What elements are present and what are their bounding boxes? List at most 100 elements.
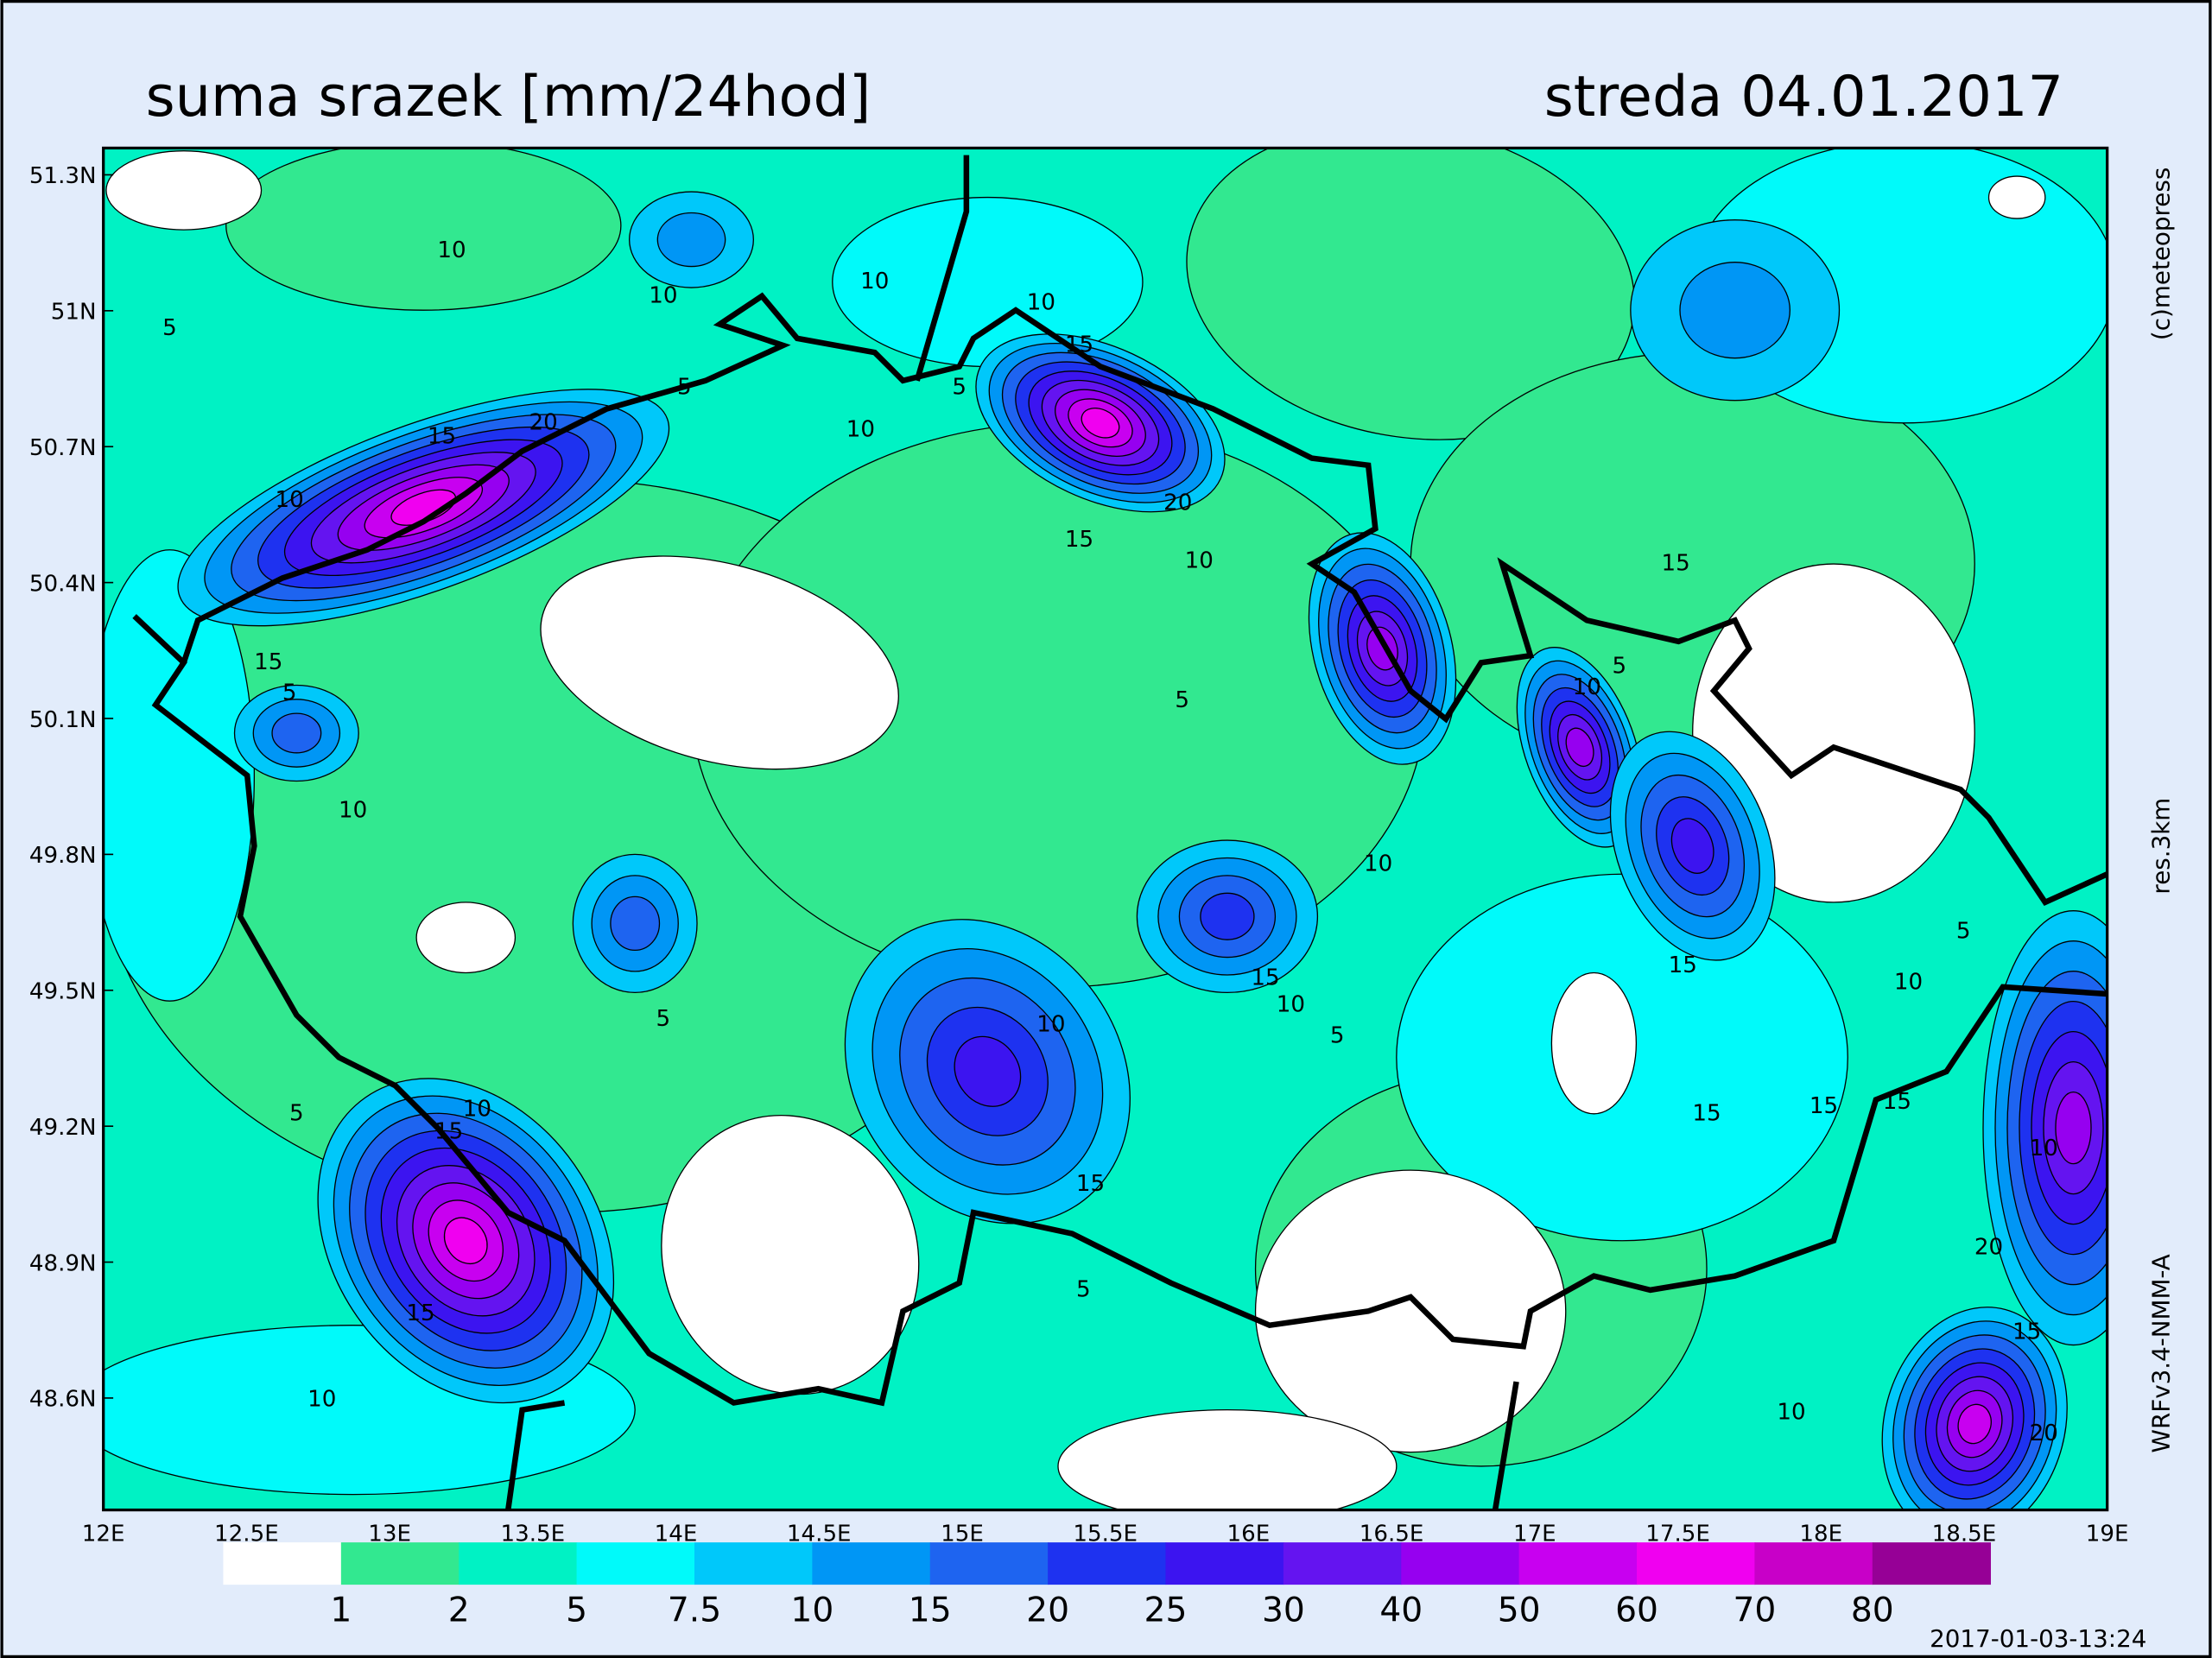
colorbar-label: 30 <box>1262 1592 1305 1630</box>
lat-label: 51.3N <box>29 163 97 189</box>
timestamp: 2017-01-03-13:24 <box>1930 1624 2146 1653</box>
contour-label: 5 <box>1612 654 1626 680</box>
lat-label: 49.2N <box>29 1115 97 1141</box>
colorbar-box <box>340 1542 460 1585</box>
dry-area <box>1057 1409 1398 1510</box>
precip-core <box>1957 1403 1992 1445</box>
dry-area <box>661 1114 920 1395</box>
lon-label: 12E <box>82 1521 125 1547</box>
contour-label: 15 <box>1065 527 1093 553</box>
colorbar-label: 10 <box>790 1592 833 1630</box>
precip-core <box>1200 892 1255 940</box>
contour-label: 10 <box>1277 992 1305 1018</box>
contour-label: 5 <box>952 374 967 400</box>
contour-label: 10 <box>1894 969 1923 995</box>
country-border <box>132 155 2107 1510</box>
precip-core <box>443 1217 488 1265</box>
colorbar-box <box>929 1542 1049 1585</box>
contour-label: 15 <box>434 1119 463 1145</box>
colorbar-label: 50 <box>1498 1592 1541 1630</box>
colorbar-box <box>576 1542 695 1585</box>
lat-label: 50.1N <box>29 707 97 733</box>
lat-label: 50.7N <box>29 435 97 461</box>
contour-label: 5 <box>1076 1276 1091 1302</box>
contour-label: 20 <box>1974 1234 2003 1260</box>
lat-label: 49.8N <box>29 843 97 869</box>
contour-label: 15 <box>1065 332 1093 358</box>
dry-area <box>1254 1169 1567 1453</box>
contour-label: 10 <box>2030 1136 2058 1161</box>
map-border <box>102 146 2109 1512</box>
dry-area <box>1987 175 2046 219</box>
contour-label: 10 <box>1027 290 1055 316</box>
contour-label: 10 <box>1777 1399 1805 1425</box>
contour-label: 10 <box>339 797 367 823</box>
field-area <box>225 148 622 311</box>
contour-label: 5 <box>1175 687 1189 713</box>
contour-label: 10 <box>860 269 889 294</box>
contour-label: 15 <box>428 424 456 450</box>
dry-area <box>105 150 263 231</box>
colorbar-box <box>1754 1542 1873 1585</box>
contour-label: 5 <box>656 1006 671 1032</box>
precip-core <box>271 712 322 754</box>
colorbar-box <box>1401 1542 1520 1585</box>
colorbar-box <box>1872 1542 1991 1585</box>
precip-core <box>1670 818 1714 874</box>
contour-label: 10 <box>437 237 466 263</box>
model: WRFv3.4-NMM-A <box>2147 1254 2176 1452</box>
lat-label: 48.9N <box>29 1250 97 1276</box>
precip-core <box>1081 408 1120 439</box>
colorbar-label: 15 <box>909 1592 952 1630</box>
colorbar-box <box>459 1542 578 1585</box>
precip-core <box>2055 1091 2092 1165</box>
colorbar-label: 60 <box>1615 1592 1658 1630</box>
contour-label: 10 <box>649 282 677 308</box>
contour-label: 10 <box>1573 674 1601 700</box>
contour-label: 10 <box>463 1096 491 1122</box>
colorbar-box <box>1165 1542 1284 1585</box>
lat-label: 48.6N <box>29 1387 97 1413</box>
colorbar-label: 7.5 <box>668 1592 721 1630</box>
colorbar-label: 1 <box>330 1592 352 1630</box>
contour-label: 15 <box>1076 1171 1105 1197</box>
contour-label: 5 <box>1330 1022 1345 1048</box>
colorbar-box <box>694 1542 814 1585</box>
contour-label: 10 <box>1364 851 1392 876</box>
contour-label: 15 <box>254 649 282 675</box>
title: suma srazek [mm/24hod] <box>146 64 871 130</box>
contour-label: 15 <box>406 1300 434 1326</box>
colorbar-label: 70 <box>1733 1592 1776 1630</box>
colorbar-box <box>1637 1542 1756 1585</box>
lat-label: 51N <box>51 300 97 326</box>
colorbar-label: 20 <box>1026 1592 1069 1630</box>
colorbar-label: 40 <box>1379 1592 1423 1630</box>
dry-area <box>415 902 517 974</box>
contour-label: 5 <box>289 1100 304 1126</box>
contour-label: 5 <box>677 374 692 400</box>
lat-label: 50.4N <box>29 571 97 597</box>
precip-core <box>1679 262 1791 359</box>
lon-label: 19E <box>2086 1521 2129 1547</box>
contour-label: 10 <box>307 1387 336 1413</box>
contour-label: 15 <box>1810 1093 1838 1119</box>
contour-label: 15 <box>1883 1089 1911 1115</box>
contour-label: 15 <box>1251 965 1279 991</box>
dry-area <box>540 555 899 770</box>
contour-label: 10 <box>846 416 875 442</box>
colorbar-label: 5 <box>566 1592 587 1630</box>
dry-area <box>1550 971 1638 1115</box>
precip-core <box>1565 727 1594 768</box>
contour-label: 15 <box>2012 1319 2041 1345</box>
colorbar-box <box>812 1542 931 1585</box>
contour-label: 20 <box>529 409 557 435</box>
colorbar-label: 25 <box>1144 1592 1188 1630</box>
precip-core <box>610 895 661 952</box>
colorbar-box <box>1283 1542 1403 1585</box>
date: streda 04.01.2017 <box>1544 64 2063 130</box>
contour-label: 5 <box>282 680 297 706</box>
colorbar-box <box>1518 1542 1638 1585</box>
